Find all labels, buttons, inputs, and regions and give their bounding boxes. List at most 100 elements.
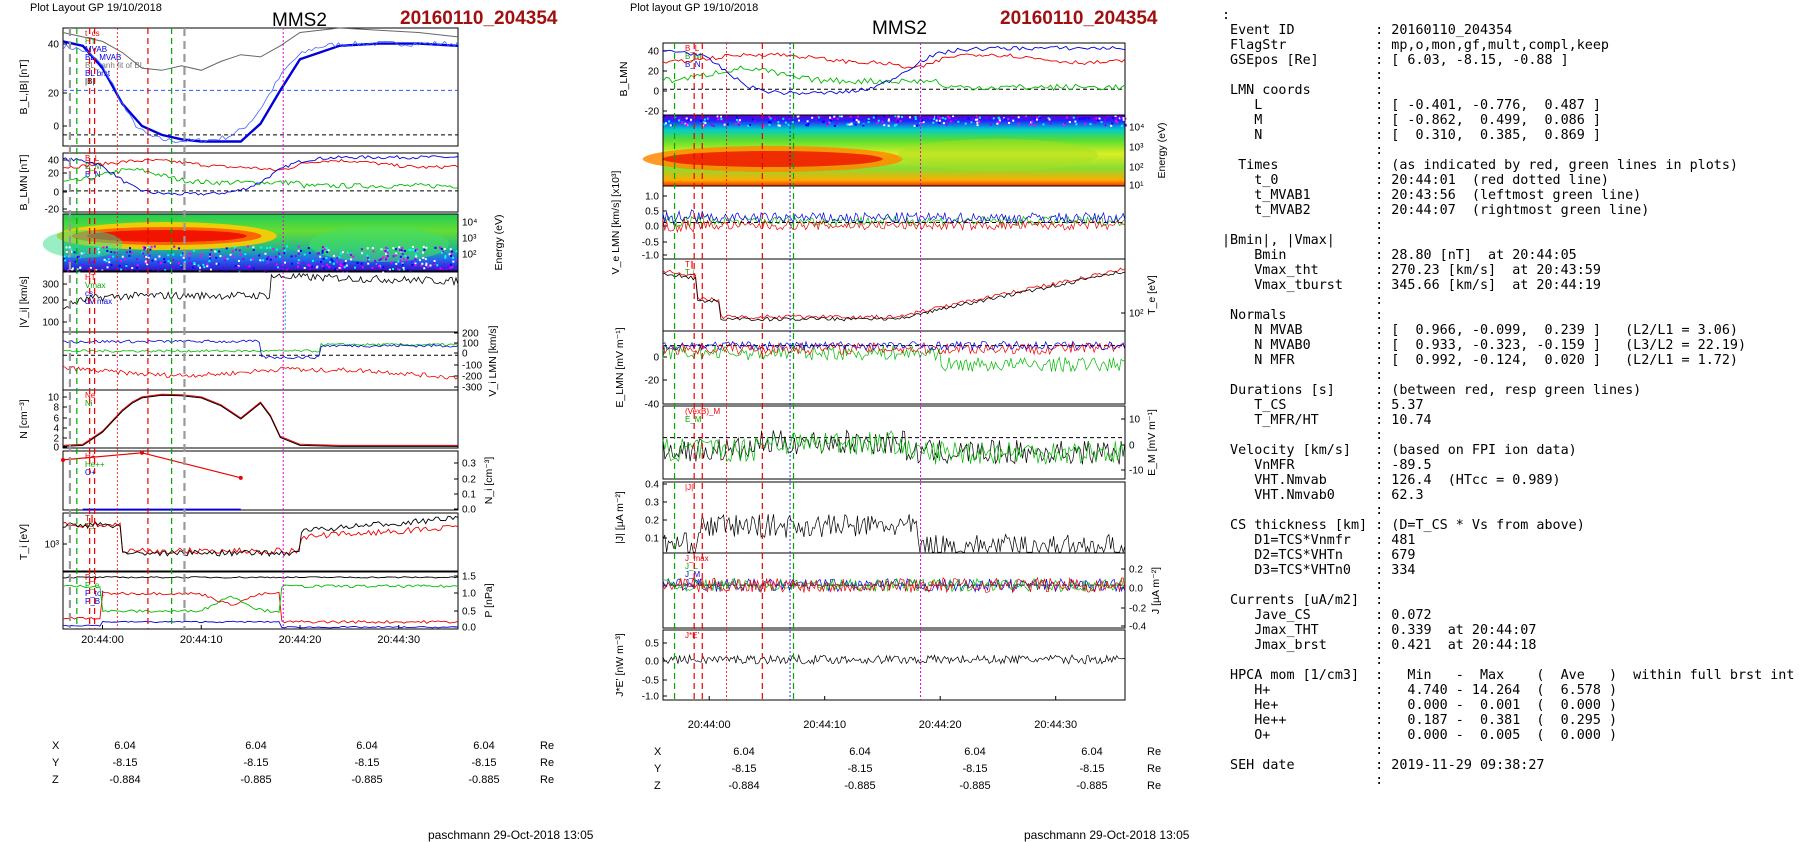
heatmap-speckle <box>848 123 851 126</box>
heatmap-speckle <box>948 116 951 119</box>
heatmap-core <box>86 230 247 242</box>
heatmap-speckle <box>105 260 108 263</box>
heatmap-speckle <box>74 260 77 263</box>
heatmap-speckle <box>452 260 455 263</box>
heatmap-speckle <box>452 256 455 259</box>
heatmap-speckle <box>311 265 314 268</box>
blmn-trace <box>662 65 1126 92</box>
heplusplus-point <box>238 475 243 480</box>
info-line: : <box>1222 743 1384 758</box>
heatmap-speckle <box>303 266 306 269</box>
heatmap-speckle <box>65 250 68 253</box>
legend-entry: H+ <box>85 452 96 461</box>
heatmap-speckle <box>444 256 447 259</box>
heatmap-speckle <box>449 267 452 270</box>
legend-entry: J_max <box>685 554 709 563</box>
subplot-frame <box>662 330 1126 405</box>
heatmap-speckle <box>782 119 785 122</box>
heatmap-speckle <box>1112 116 1115 119</box>
heatmap-speckle <box>968 121 971 124</box>
coord-value: -0.885 <box>844 780 876 792</box>
coord-value: 6.04 <box>245 740 267 752</box>
heatmap-speckle <box>867 118 870 121</box>
y-tick-label: 200 <box>42 296 59 307</box>
heatmap-speckle <box>427 265 430 268</box>
heatmap-speckle <box>819 115 822 118</box>
subplot-6: 0.4 0.3 0.2 0.1 |J| [µA m⁻²] |J| <box>614 480 1126 554</box>
ve-lmn-trace <box>662 209 1126 226</box>
legend-entry: B_M <box>85 162 102 171</box>
heatmap-core <box>662 151 883 167</box>
heatmap-speckle <box>231 250 234 253</box>
heatmap-speckle <box>774 118 777 121</box>
heatmap-speckle <box>921 119 924 122</box>
heatmap-speckle <box>206 263 209 266</box>
heatmap-speckle <box>992 117 995 120</box>
y-tick-label: -1.0 <box>642 692 660 703</box>
heatmap-speckle <box>320 261 323 264</box>
heatmap-speckle <box>451 266 454 269</box>
heatmap-speckle <box>282 247 285 250</box>
heatmap-speckle <box>202 263 205 266</box>
em-trace <box>662 430 1126 465</box>
heatmap-speckle <box>192 249 195 252</box>
heatmap-speckle <box>815 118 818 121</box>
heatmap-speckle <box>324 247 327 250</box>
heatmap-speckle <box>1111 122 1114 125</box>
coord-unit: Re <box>1147 763 1162 775</box>
heatmap-speckle <box>330 258 333 261</box>
heatmap-speckle <box>414 258 417 261</box>
y-tick-label: 0 <box>53 443 59 454</box>
heatmap-speckle <box>721 120 724 123</box>
info-line: GSEpos [Re] : [ 6.03, -8.15, -0.88 ] <box>1222 53 1569 68</box>
heatmap-speckle <box>144 260 147 263</box>
heatmap-speckle <box>392 247 395 250</box>
heatmap-speckle <box>366 254 369 257</box>
x-tick-label: 20:44:30 <box>377 634 420 646</box>
heatmap-speckle <box>411 261 414 264</box>
heatmap-speckle <box>399 259 402 262</box>
heatmap-speckle <box>64 259 67 262</box>
heatmap-speckle <box>1042 123 1045 126</box>
subplot-8: 1.51.00.50.0P [nPa]P_iP_eP_totP_B <box>62 571 495 634</box>
info-line: N MVAB0 : [ 0.933, -0.323, -0.159 ] (L3/… <box>1222 338 1747 353</box>
legend-entry: T⊥ <box>685 268 697 277</box>
heatmap-speckle <box>103 263 106 266</box>
heatmap-speckle <box>787 123 790 126</box>
heatmap-speckle <box>716 115 719 118</box>
heatmap-speckle <box>903 115 906 118</box>
e-lmn-trace <box>662 341 1126 356</box>
heatmap-speckle <box>338 266 341 269</box>
heatmap-speckle <box>372 250 375 253</box>
y-tick-label: -200 <box>462 372 482 383</box>
legend-entry: O+ <box>85 468 96 477</box>
heatmap-speckle <box>223 259 226 262</box>
heatmap-speckle <box>70 248 73 251</box>
y-tick-label: 200 <box>462 329 479 340</box>
heatmap-speckle <box>414 262 417 265</box>
legend-entry: HT <box>85 37 96 46</box>
y-tick-label: 0.0 <box>645 222 659 233</box>
heatmap-speckle <box>791 121 794 124</box>
y-tick-label: 0.0 <box>462 623 476 634</box>
heatmap-speckle <box>388 268 391 271</box>
heatmap-speckle <box>954 118 957 121</box>
y-tick-label: 20 <box>48 89 60 100</box>
heatmap-speckle <box>378 264 381 267</box>
y-tick-label: 4 <box>53 424 59 435</box>
coord-value: 6.04 <box>114 740 136 752</box>
heatmap-speckle <box>129 247 132 250</box>
heatmap-speckle <box>896 120 899 123</box>
heatmap-speckle <box>895 119 898 122</box>
heatmap-speckle <box>782 117 785 120</box>
heatmap-speckle <box>681 121 684 124</box>
subplot-frame <box>62 27 459 147</box>
heatmap-speckle <box>242 258 245 261</box>
heatmap-speckle <box>286 245 289 248</box>
heatmap-speckle <box>338 256 341 259</box>
y-tick-label: 0.0 <box>462 505 476 516</box>
legend-entry: t_cs <box>85 29 100 38</box>
heatmap-speckle <box>173 245 176 248</box>
